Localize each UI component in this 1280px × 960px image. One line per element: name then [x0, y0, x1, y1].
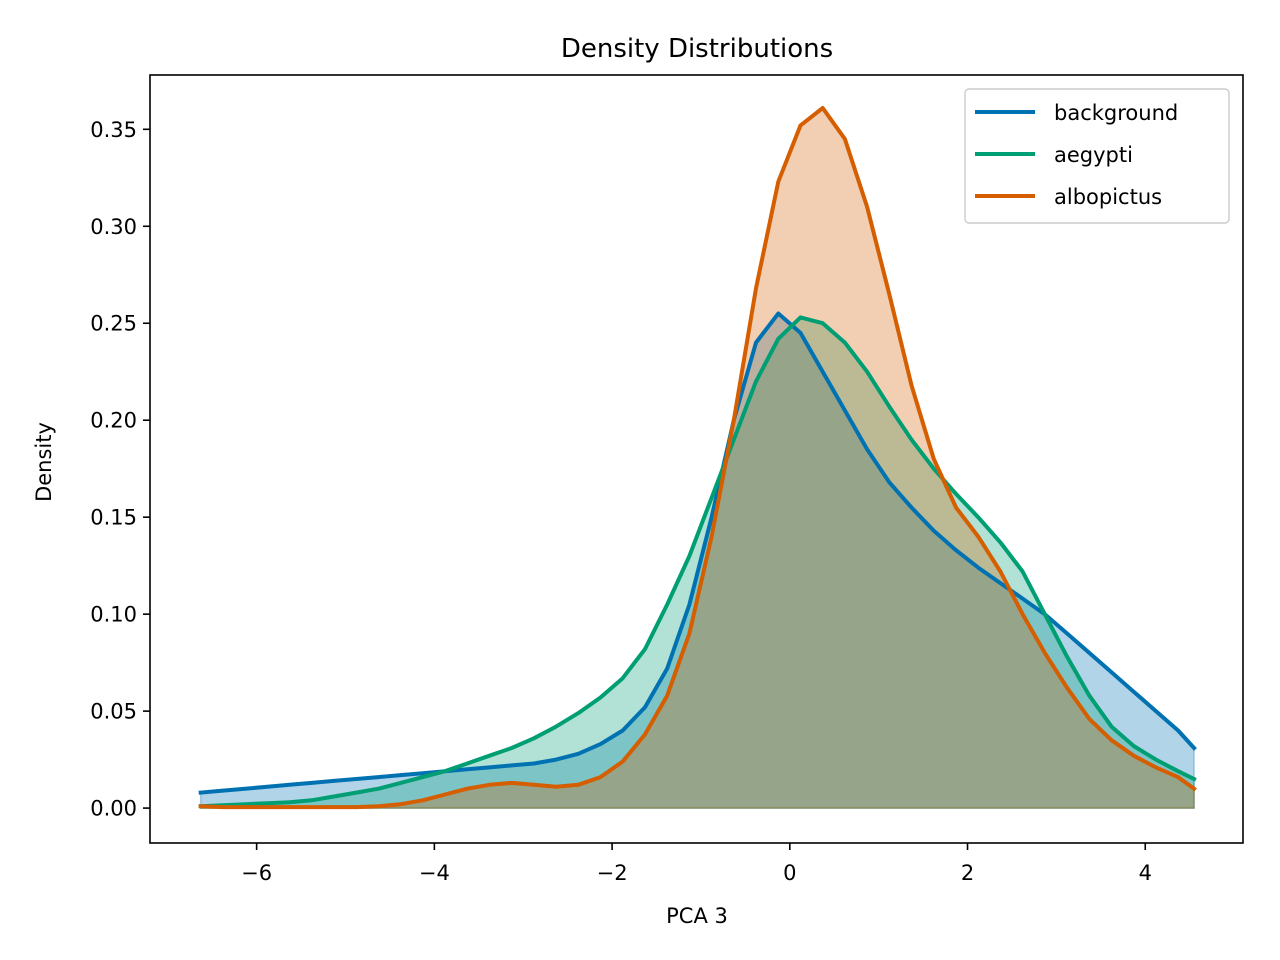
x-tick-label: −2: [597, 861, 628, 885]
legend-label-aegypti: aegypti: [1054, 143, 1133, 167]
legend-label-albopictus: albopictus: [1054, 185, 1162, 209]
y-tick-label: 0.35: [90, 118, 137, 142]
x-tick-label: 4: [1139, 861, 1152, 885]
y-tick-label: 0.00: [90, 797, 137, 821]
y-tick-label: 0.25: [90, 312, 137, 336]
series-lines: [198, 106, 1197, 810]
line-background: [198, 311, 1197, 795]
plot-frame: [149, 74, 1244, 844]
y-tick-label: 0.15: [90, 506, 137, 530]
x-axis-label: PCA 3: [666, 904, 728, 928]
line-aegypti: [198, 315, 1197, 809]
line-albopictus: [198, 106, 1197, 810]
x-tick-label: 0: [783, 861, 796, 885]
x-tick-label: 2: [961, 861, 974, 885]
y-tick-label: 0.20: [90, 409, 137, 433]
x-axis-ticks: −6 −4 −2 0 2 4: [241, 843, 1152, 885]
x-tick-label: −4: [419, 861, 450, 885]
chart-title: Density Distributions: [561, 34, 833, 64]
legend-label-background: background: [1054, 101, 1178, 125]
y-tick-label: 0.05: [90, 700, 137, 724]
y-tick-label: 0.10: [90, 603, 137, 627]
y-axis-label: Density: [32, 422, 56, 502]
x-tick-label: −6: [241, 861, 272, 885]
y-axis-ticks: 0.00 0.05 0.10 0.15 0.20 0.25 0.30 0.35: [90, 118, 150, 821]
y-tick-label: 0.30: [90, 215, 137, 239]
legend: background aegypti albopictus: [964, 88, 1230, 224]
legend-box: [964, 88, 1230, 224]
